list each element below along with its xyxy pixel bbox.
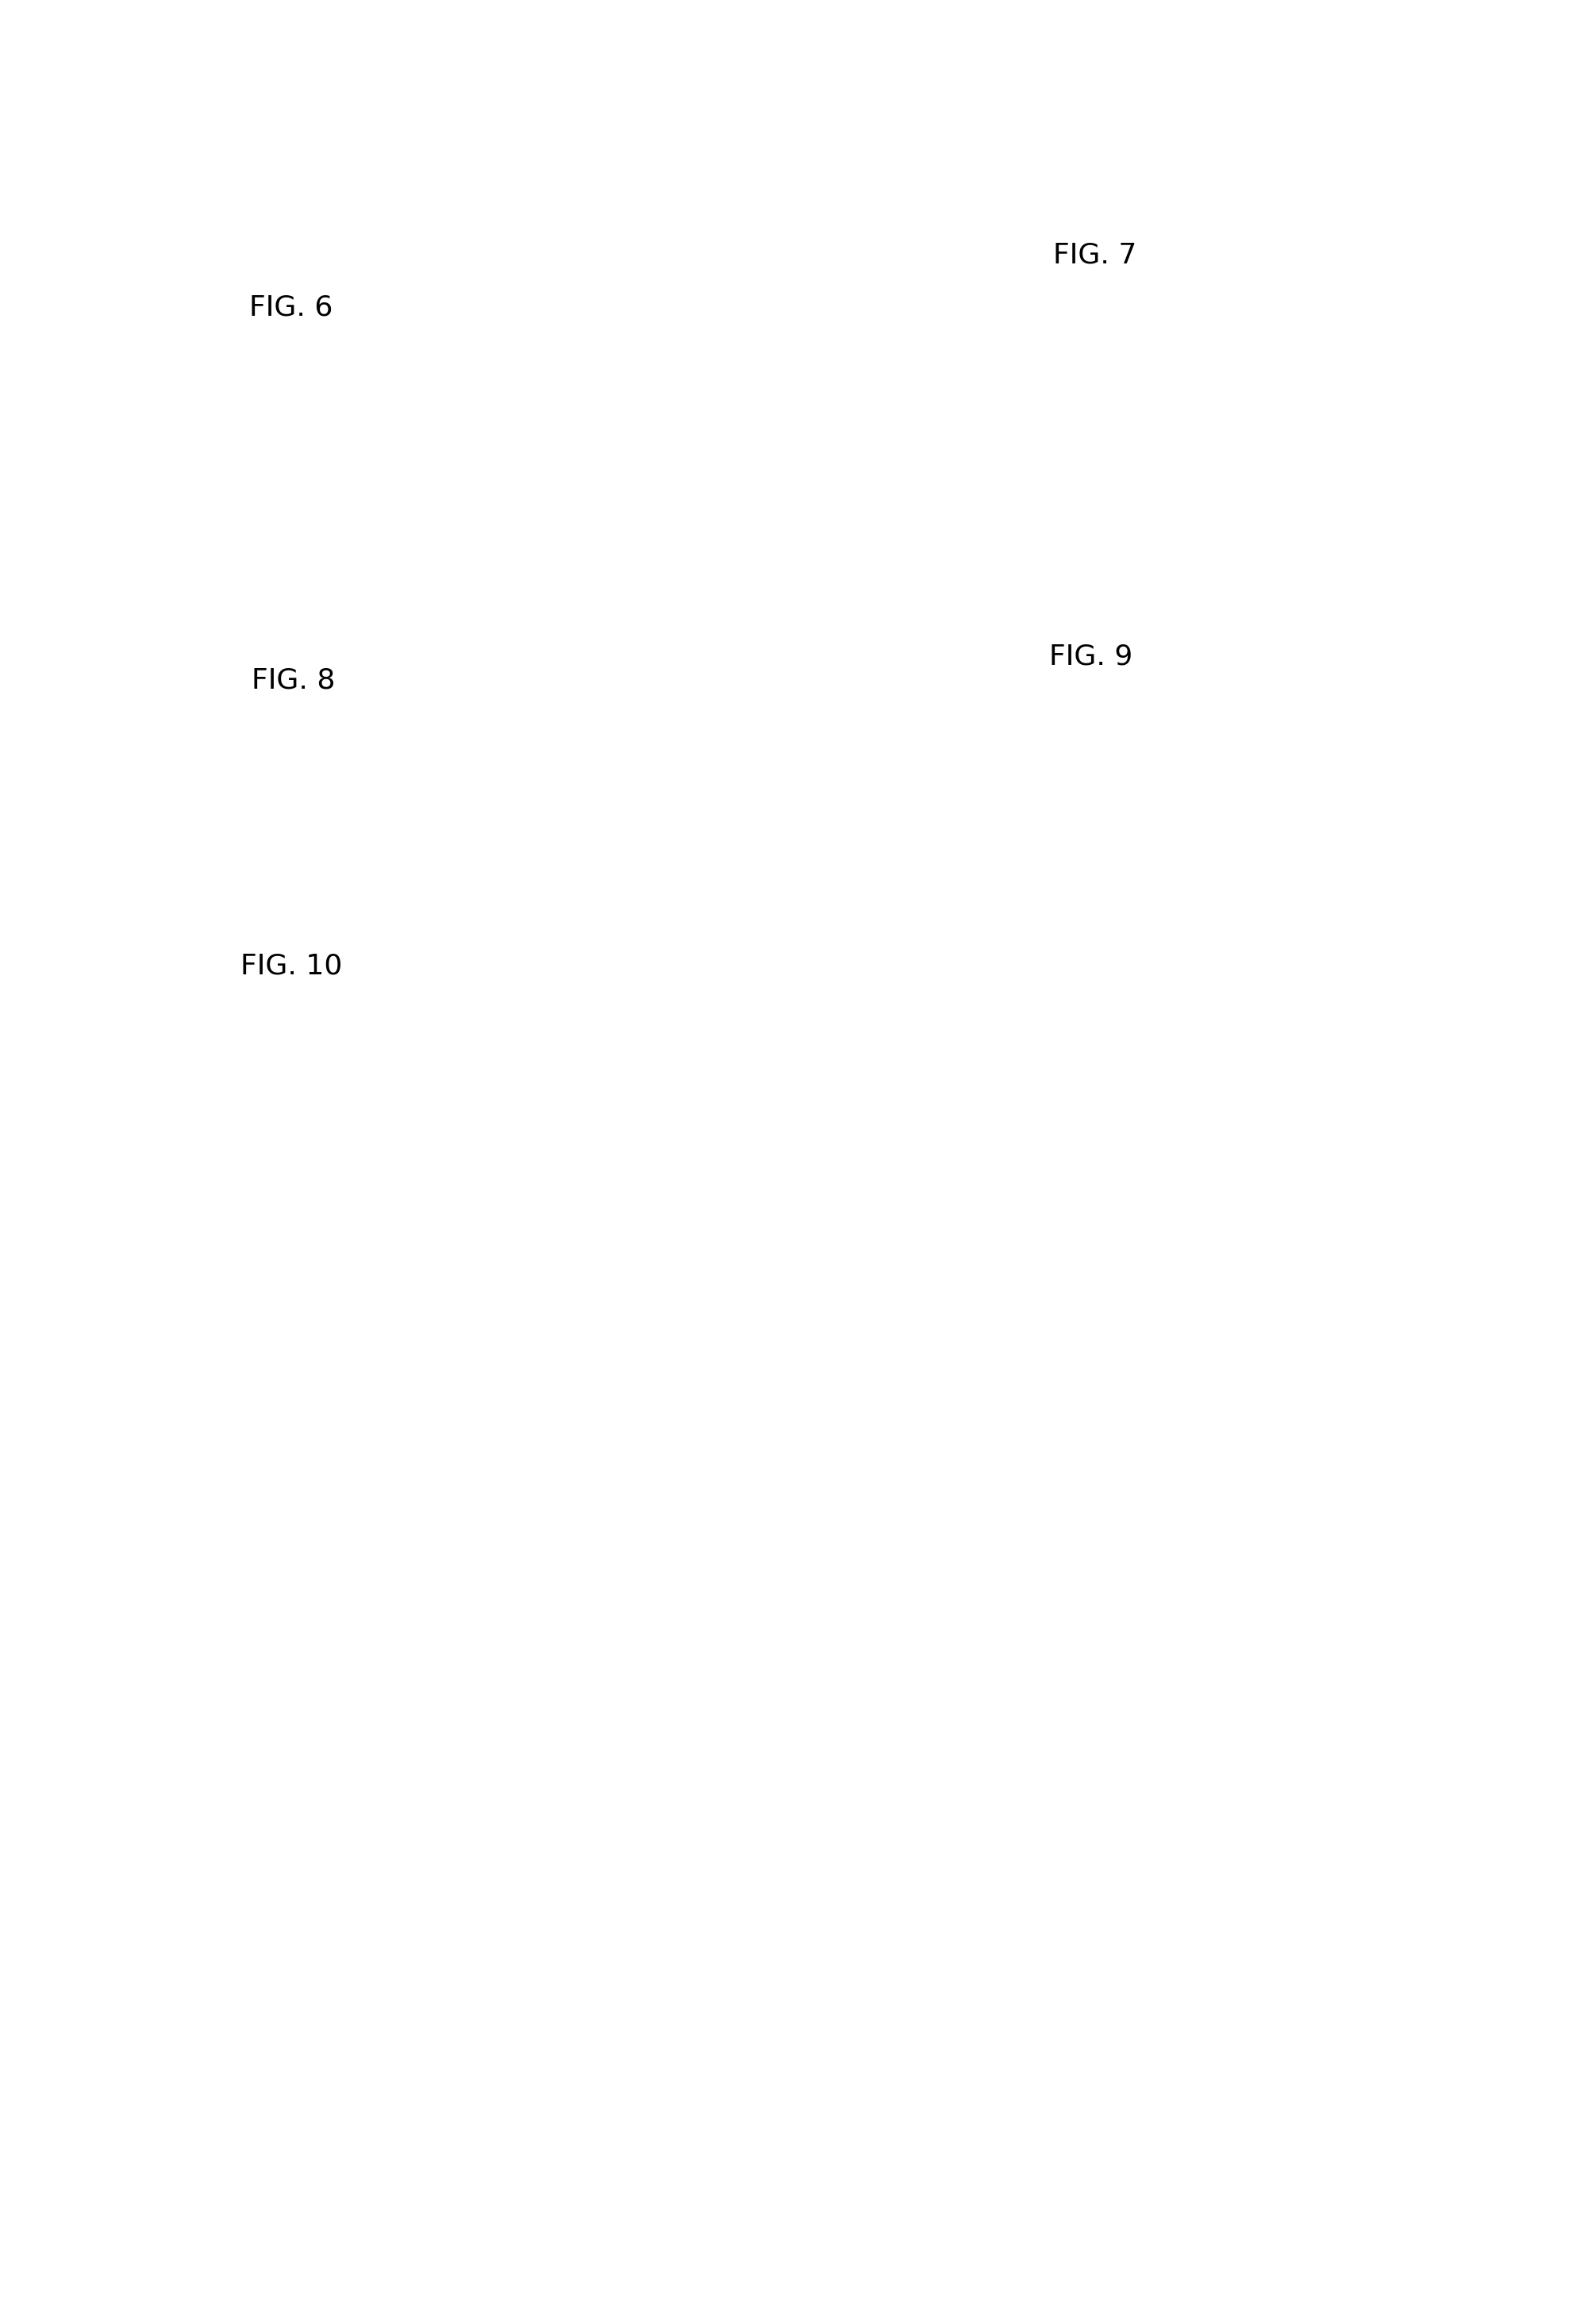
Text: FIG. 8: FIG. 8 (252, 667, 335, 693)
Text: FIG. 10: FIG. 10 (240, 953, 341, 978)
Text: FIG. 9: FIG. 9 (1050, 644, 1132, 669)
Text: FIG. 6: FIG. 6 (249, 293, 333, 321)
Text: FIG. 7: FIG. 7 (1053, 242, 1137, 270)
